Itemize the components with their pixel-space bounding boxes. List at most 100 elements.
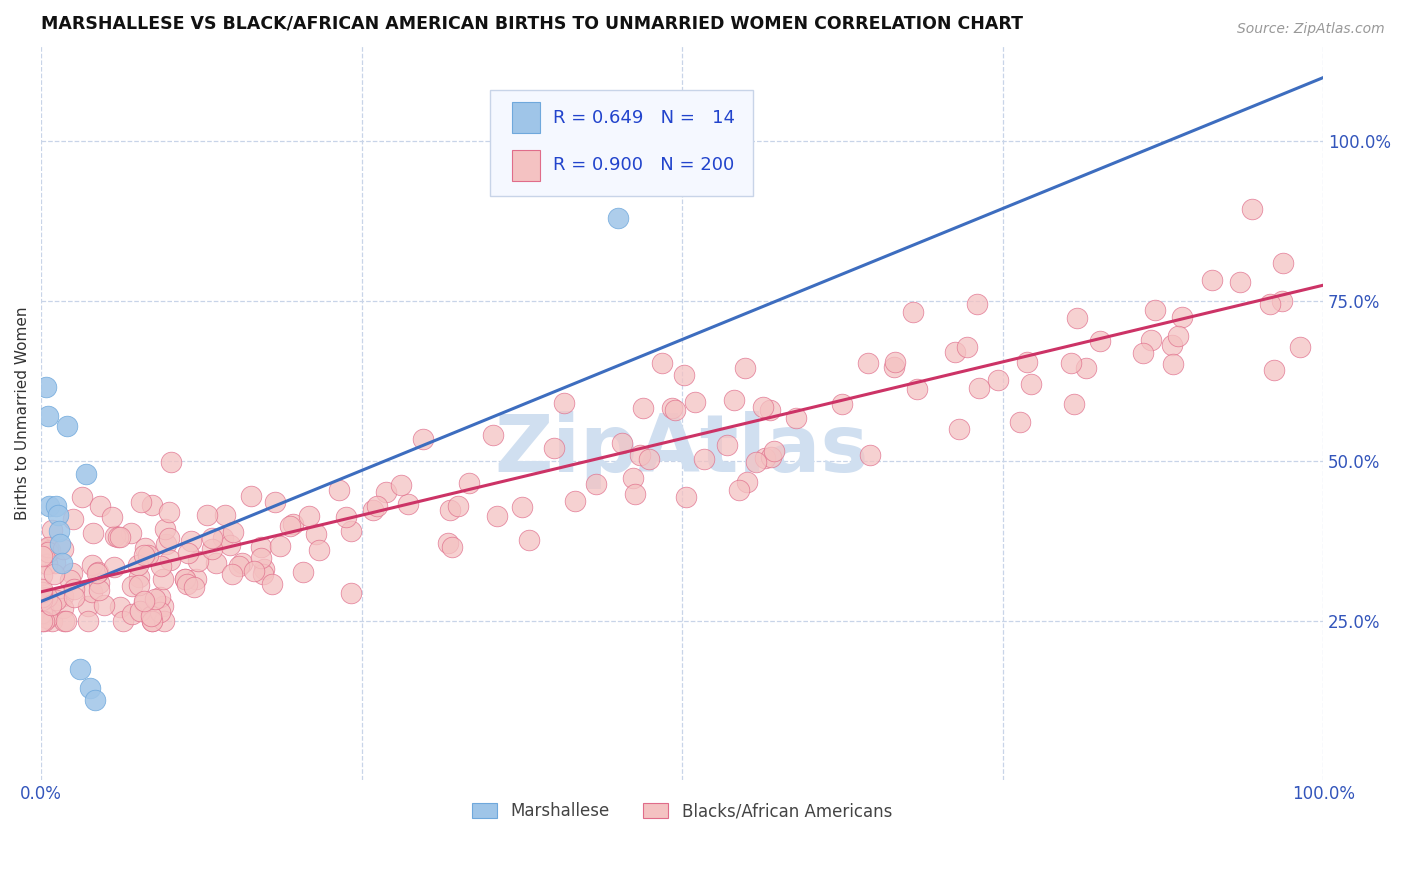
Point <box>308 542 330 557</box>
Point <box>651 356 673 370</box>
Point <box>34 607 56 621</box>
Point <box>45 499 67 513</box>
Point <box>201 542 224 557</box>
Point <box>966 296 988 310</box>
Point <box>52 614 75 628</box>
Point <box>141 498 163 512</box>
Point <box>143 591 166 606</box>
Point <box>41 523 63 537</box>
Point <box>52 601 75 615</box>
Point <box>80 585 103 599</box>
Point <box>44 556 66 570</box>
Point <box>75 467 97 481</box>
Point <box>38 542 60 557</box>
Point <box>89 499 111 513</box>
Text: Source: ZipAtlas.com: Source: ZipAtlas.com <box>1237 22 1385 37</box>
Point <box>139 609 162 624</box>
Point <box>48 524 70 538</box>
Point <box>152 614 174 628</box>
Point <box>31 614 53 628</box>
Point <box>675 491 697 505</box>
Text: MARSHALLESE VS BLACK/AFRICAN AMERICAN BIRTHS TO UNMARRIED WOMEN CORRELATION CHAR: MARSHALLESE VS BLACK/AFRICAN AMERICAN BI… <box>41 15 1024 33</box>
Point <box>231 556 253 570</box>
Point <box>260 577 283 591</box>
Point <box>269 539 291 553</box>
Point <box>153 522 176 536</box>
Point <box>42 567 65 582</box>
Point <box>967 381 990 395</box>
Point <box>228 558 250 573</box>
Point <box>31 606 53 620</box>
Point <box>51 556 73 570</box>
Point <box>759 403 782 417</box>
Point <box>1271 294 1294 309</box>
Point <box>1132 346 1154 360</box>
Point <box>253 562 276 576</box>
Point <box>46 508 69 523</box>
Point <box>948 422 970 436</box>
Point <box>901 305 924 319</box>
Point <box>221 567 243 582</box>
Point <box>661 401 683 416</box>
Point <box>60 566 83 580</box>
Point <box>1272 256 1295 270</box>
Point <box>553 396 575 410</box>
Point <box>785 410 807 425</box>
Point <box>128 570 150 584</box>
Point <box>564 493 586 508</box>
Point <box>37 541 59 555</box>
Point <box>41 614 63 628</box>
Point <box>103 529 125 543</box>
Point <box>633 401 655 415</box>
Point <box>149 590 172 604</box>
Point <box>100 510 122 524</box>
Point <box>136 549 159 563</box>
Point <box>291 565 314 579</box>
Point <box>89 575 111 590</box>
Point <box>252 567 274 582</box>
Point <box>328 483 350 498</box>
Point <box>134 541 156 556</box>
Point <box>1289 340 1312 354</box>
Point <box>201 531 224 545</box>
Point <box>93 598 115 612</box>
Point <box>956 341 979 355</box>
Text: R = 0.649   N =   14: R = 0.649 N = 14 <box>553 109 735 127</box>
Point <box>63 582 86 596</box>
Point <box>389 478 412 492</box>
Point <box>263 495 285 509</box>
Point <box>72 490 94 504</box>
Point <box>157 531 180 545</box>
Point <box>1161 358 1184 372</box>
Point <box>759 450 782 464</box>
Point <box>440 540 463 554</box>
Point <box>76 599 98 613</box>
Point <box>121 578 143 592</box>
Point <box>107 531 129 545</box>
Point <box>621 471 644 485</box>
Point <box>693 452 716 467</box>
Point <box>1017 355 1039 369</box>
Point <box>517 533 540 547</box>
Point <box>1019 377 1042 392</box>
Point <box>585 477 607 491</box>
Point <box>214 508 236 523</box>
Point <box>883 360 905 375</box>
Point <box>1258 297 1281 311</box>
Point <box>610 436 633 450</box>
Point <box>1063 397 1085 411</box>
FancyBboxPatch shape <box>489 90 752 196</box>
Point <box>155 537 177 551</box>
Point <box>683 395 706 409</box>
Point <box>1160 338 1182 352</box>
Point <box>103 560 125 574</box>
Point <box>1167 328 1189 343</box>
Point <box>32 614 55 628</box>
Point <box>31 568 53 582</box>
Bar <box>512 103 540 133</box>
Point <box>856 356 879 370</box>
Point <box>543 441 565 455</box>
Point <box>35 611 58 625</box>
Point <box>219 538 242 552</box>
Point <box>76 614 98 628</box>
